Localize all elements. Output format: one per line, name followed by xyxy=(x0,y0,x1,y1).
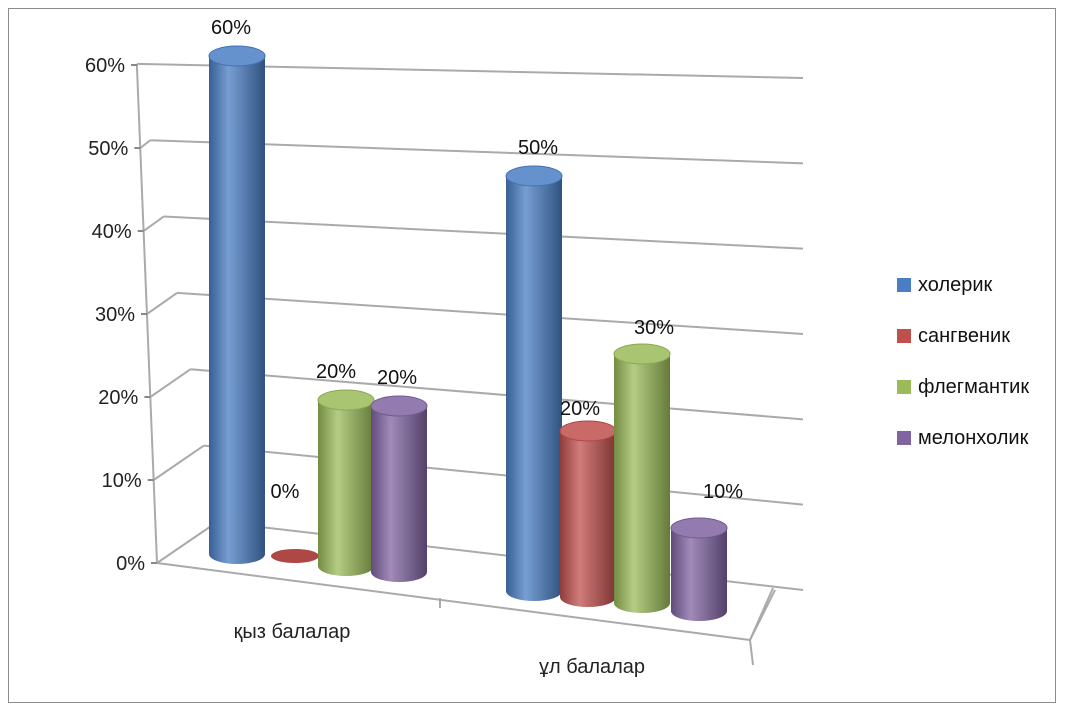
bar-flat xyxy=(271,549,319,563)
gridline-left-0 xyxy=(156,521,218,564)
bar-0-3 xyxy=(370,395,428,582)
data-label: 10% xyxy=(703,481,743,503)
bar-body xyxy=(209,56,265,564)
bars xyxy=(208,45,728,621)
bar-top xyxy=(208,45,266,67)
data-label: 20% xyxy=(316,361,356,383)
gridline-left-5 xyxy=(139,139,151,149)
legend-swatch xyxy=(897,329,911,343)
bar-1-1 xyxy=(559,420,617,607)
bar-body xyxy=(506,176,562,601)
legend-item: сангвеник xyxy=(897,325,1010,347)
bar-0-0 xyxy=(208,45,266,564)
y-tick-label: 20% xyxy=(98,387,138,409)
legend-item: флегмантик xyxy=(897,376,1029,398)
legend-label: флегмантик xyxy=(918,376,1029,398)
bar-top xyxy=(559,420,617,442)
bar-top xyxy=(317,389,375,411)
bar-body xyxy=(560,431,616,607)
x-axis-ticks: қыз балалар ұл балалар xyxy=(234,598,645,678)
gridline-left-2 xyxy=(149,368,191,398)
legend-label: мелонхолик xyxy=(918,427,1029,449)
y-tick-label: 10% xyxy=(102,470,142,492)
data-label: 0% xyxy=(271,481,300,503)
bar-body xyxy=(671,528,727,621)
bar-1-0 xyxy=(505,165,563,601)
gridline-back-4 xyxy=(163,215,804,250)
legend-item: мелонхолик xyxy=(897,427,1029,449)
bar-top xyxy=(613,343,671,365)
bar-top xyxy=(670,517,728,539)
floor-right-tick xyxy=(749,639,754,666)
data-label: 20% xyxy=(377,367,417,389)
y-tick-label: 60% xyxy=(85,55,125,77)
y-tick-label: 40% xyxy=(92,221,132,243)
gridline-left-1 xyxy=(153,444,205,481)
legend: холерик сангвеник флегмантик мелонхолик xyxy=(897,274,1029,449)
x-tick-label: қыз балалар xyxy=(234,621,351,643)
gridline-left-3 xyxy=(146,292,178,315)
legend-label: сангвеник xyxy=(918,325,1010,347)
bar-0-2 xyxy=(317,389,375,576)
data-label: 30% xyxy=(634,317,674,339)
gridline-back-2 xyxy=(190,368,804,421)
bar-top xyxy=(370,395,428,417)
bar-body xyxy=(614,354,670,613)
legend-swatch xyxy=(897,431,911,445)
floor-right xyxy=(749,589,776,641)
gridline-back-1 xyxy=(203,444,804,506)
data-label: 20% xyxy=(560,398,600,420)
y-tick-label: 30% xyxy=(95,304,135,326)
gridline-back-3 xyxy=(176,291,804,335)
legend-item: холерик xyxy=(897,274,993,296)
bar-0-1 xyxy=(271,549,319,563)
y-axis-ticks: 0% 10% 20% 30% 40% 50% 60% xyxy=(85,55,145,575)
bar-1-2 xyxy=(613,343,671,613)
legend-label: холерик xyxy=(918,274,993,296)
x-tick-label: ұл балалар xyxy=(539,656,645,678)
bar-body xyxy=(371,406,427,582)
bar-1-3 xyxy=(670,517,728,621)
bar-top xyxy=(505,165,563,187)
legend-swatch xyxy=(897,278,911,292)
bar-body xyxy=(318,400,374,576)
gridline-left-4 xyxy=(143,215,165,232)
data-label: 50% xyxy=(518,137,558,159)
legend-swatch xyxy=(897,380,911,394)
y-tick-label: 50% xyxy=(88,138,128,160)
data-label: 60% xyxy=(211,17,251,39)
y-tick-label: 0% xyxy=(116,553,145,575)
data-labels: 60% 0% 20% 20% 50% 20% 30% 10% xyxy=(211,17,743,503)
